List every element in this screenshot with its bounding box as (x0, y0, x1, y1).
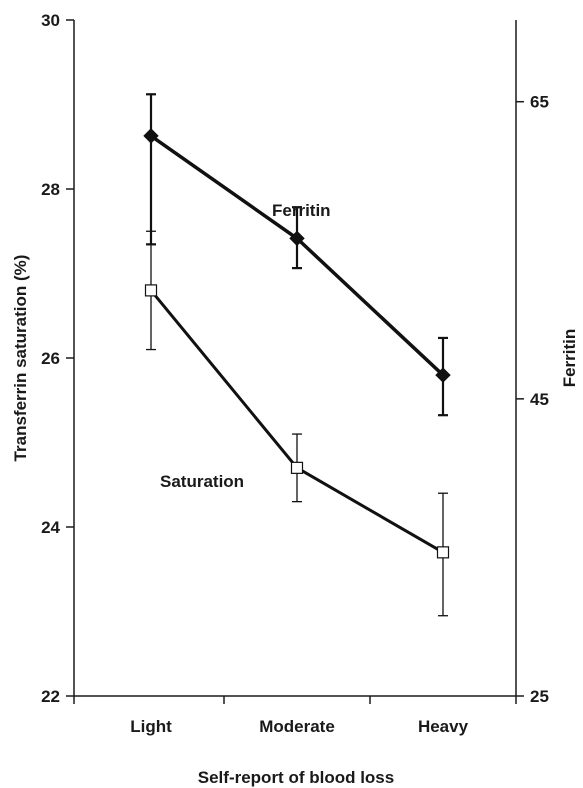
left-tick-label: 26 (41, 349, 60, 368)
left-tick-label: 24 (41, 518, 60, 537)
series-saturation (146, 231, 449, 615)
left-y-axis-label: Transferrin saturation (%) (11, 255, 30, 462)
x-tick-label: Light (130, 717, 172, 736)
tick-labels: 22 24 26 28 30 25 45 65 Light Moderate Heavy (41, 11, 549, 736)
x-tick-label: Heavy (418, 717, 469, 736)
right-tick-label: 25 (530, 687, 549, 706)
data-point (146, 285, 157, 296)
series-layer (144, 94, 450, 615)
left-tick-label: 30 (41, 11, 60, 30)
x-axis-label: Self-report of blood loss (198, 768, 394, 787)
right-tick-label: 45 (530, 390, 549, 409)
right-tick-label: 65 (530, 93, 549, 112)
series-ferritin (144, 94, 450, 415)
x-tick-label: Moderate (259, 717, 335, 736)
series-line (151, 290, 443, 552)
right-y-axis-label: Ferritin (560, 329, 579, 388)
series-label-saturation: Saturation (160, 472, 244, 491)
data-point (438, 547, 449, 558)
axes (66, 20, 524, 704)
left-tick-label: 28 (41, 180, 60, 199)
series-label-ferritin: Ferritin (272, 201, 331, 220)
data-point (292, 462, 303, 473)
left-tick-label: 22 (41, 687, 60, 706)
